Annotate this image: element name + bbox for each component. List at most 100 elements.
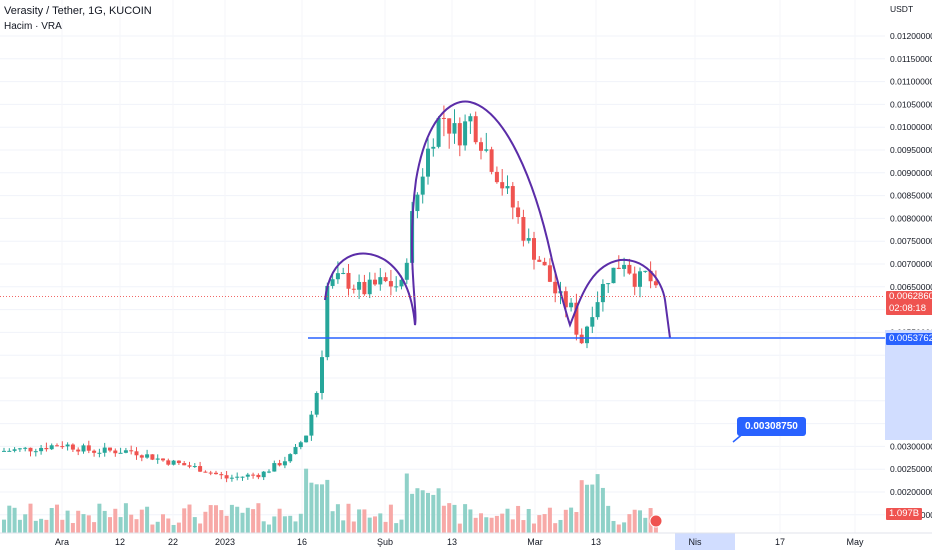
- volume-bar: [314, 484, 319, 533]
- candle-body: [214, 472, 218, 475]
- candle-body: [314, 392, 319, 415]
- candle-body: [606, 283, 611, 285]
- chart-grid: [0, 35, 885, 516]
- time-range-highlight: [675, 533, 735, 550]
- volume-bar: [2, 519, 6, 533]
- candle-body: [600, 284, 605, 303]
- volume-bar: [49, 507, 54, 533]
- candle-body: [590, 317, 595, 327]
- candle-body: [55, 445, 59, 447]
- candle-body: [118, 452, 123, 454]
- candle-body: [547, 265, 552, 282]
- candle-body: [346, 272, 351, 289]
- time-tick-label: 13: [447, 537, 457, 547]
- candle-body: [65, 444, 70, 447]
- volume-bar: [484, 517, 489, 533]
- volume-bar: [187, 504, 192, 533]
- candle-body: [505, 186, 510, 189]
- candle-body: [2, 450, 6, 452]
- volume-bar: [420, 490, 425, 533]
- volume-bar: [494, 515, 499, 533]
- volume-bar: [304, 468, 309, 533]
- candle-body: [17, 448, 22, 450]
- volume-bar: [441, 505, 446, 533]
- volume-bar: [627, 514, 632, 533]
- volume-bar: [198, 523, 203, 533]
- volume-bar: [547, 507, 552, 533]
- volume-bar: [256, 503, 261, 533]
- price-tick-label: 0.00900000: [890, 168, 932, 178]
- candle-body: [653, 281, 658, 286]
- volume-bar: [155, 521, 160, 533]
- candle-body: [627, 264, 632, 274]
- support-price-tag: 0.00537620: [886, 333, 932, 345]
- candle-body: [229, 477, 234, 479]
- candle-body: [33, 451, 38, 453]
- volume-bar: [431, 494, 436, 533]
- volume-bar: [532, 523, 536, 533]
- volume-bar: [378, 513, 383, 533]
- candle-body: [632, 273, 637, 287]
- candle-body: [595, 302, 600, 318]
- candle-body: [108, 447, 112, 451]
- volume-bar: [208, 505, 213, 533]
- time-tick-label: Nis: [689, 537, 702, 547]
- candle-body: [457, 123, 462, 146]
- candle-body: [489, 149, 494, 172]
- volume-bar: [86, 515, 91, 533]
- candle-body: [426, 148, 430, 177]
- volume-bar: [288, 515, 293, 533]
- volume-bars: [2, 468, 658, 533]
- candle-body: [129, 450, 134, 452]
- volume-bar: [553, 523, 558, 533]
- volume-bar: [569, 507, 574, 533]
- currency-label: USDT: [890, 4, 913, 14]
- candle-body: [611, 267, 616, 284]
- flag-icon: [649, 514, 663, 528]
- volume-bar: [267, 524, 271, 533]
- time-tick-label: 17: [775, 537, 785, 547]
- candle-body: [388, 281, 393, 287]
- candle-body: [187, 465, 192, 467]
- candle-body: [235, 476, 240, 478]
- volume-bar: [410, 493, 415, 533]
- candle-body: [622, 264, 627, 269]
- candle-body: [182, 463, 187, 466]
- volume-bar: [537, 515, 542, 533]
- head-and-shoulders-drawing: [324, 100, 671, 339]
- time-tick-label: Şub: [377, 537, 393, 547]
- candle-body: [500, 182, 505, 189]
- candle-body: [473, 116, 478, 143]
- candle-body: [49, 445, 54, 450]
- price-tick-label: 0.01100000: [890, 77, 932, 87]
- candle-body: [272, 463, 277, 472]
- price-callout[interactable]: 0.00308750: [737, 417, 806, 436]
- candle-body: [441, 117, 446, 119]
- price-tick-label: 0.00800000: [890, 213, 932, 223]
- candle-body: [569, 302, 574, 308]
- candle-body: [155, 458, 160, 460]
- candle-body: [383, 277, 388, 282]
- candle-body: [304, 435, 309, 443]
- current-price-tag: 0.00628602 02:08:18: [886, 291, 932, 315]
- price-tick-label: 0.00850000: [890, 191, 932, 201]
- volume-bar: [277, 508, 282, 533]
- volume-bar: [113, 508, 118, 533]
- candle-body: [277, 463, 282, 466]
- price-tick-label: 0.01200000: [890, 31, 932, 41]
- candle-body: [23, 447, 28, 449]
- candle-body: [357, 281, 362, 290]
- candle-body: [203, 471, 208, 473]
- symbol-title: Verasity / Tether, 1G, KUCOIN: [4, 5, 152, 17]
- price-tick-label: 0.01050000: [890, 99, 932, 109]
- volume-bar: [229, 504, 234, 533]
- volume-bar: [394, 523, 399, 533]
- current-price-value: 0.00628602: [889, 291, 932, 302]
- price-tick-label: 0.00300000: [890, 441, 932, 451]
- price-tick-label: 0.00650000: [890, 282, 932, 292]
- volume-bar: [616, 524, 621, 533]
- candle-body: [463, 121, 468, 146]
- volume-bar: [521, 520, 526, 533]
- price-tick-label: 0.00700000: [890, 259, 932, 269]
